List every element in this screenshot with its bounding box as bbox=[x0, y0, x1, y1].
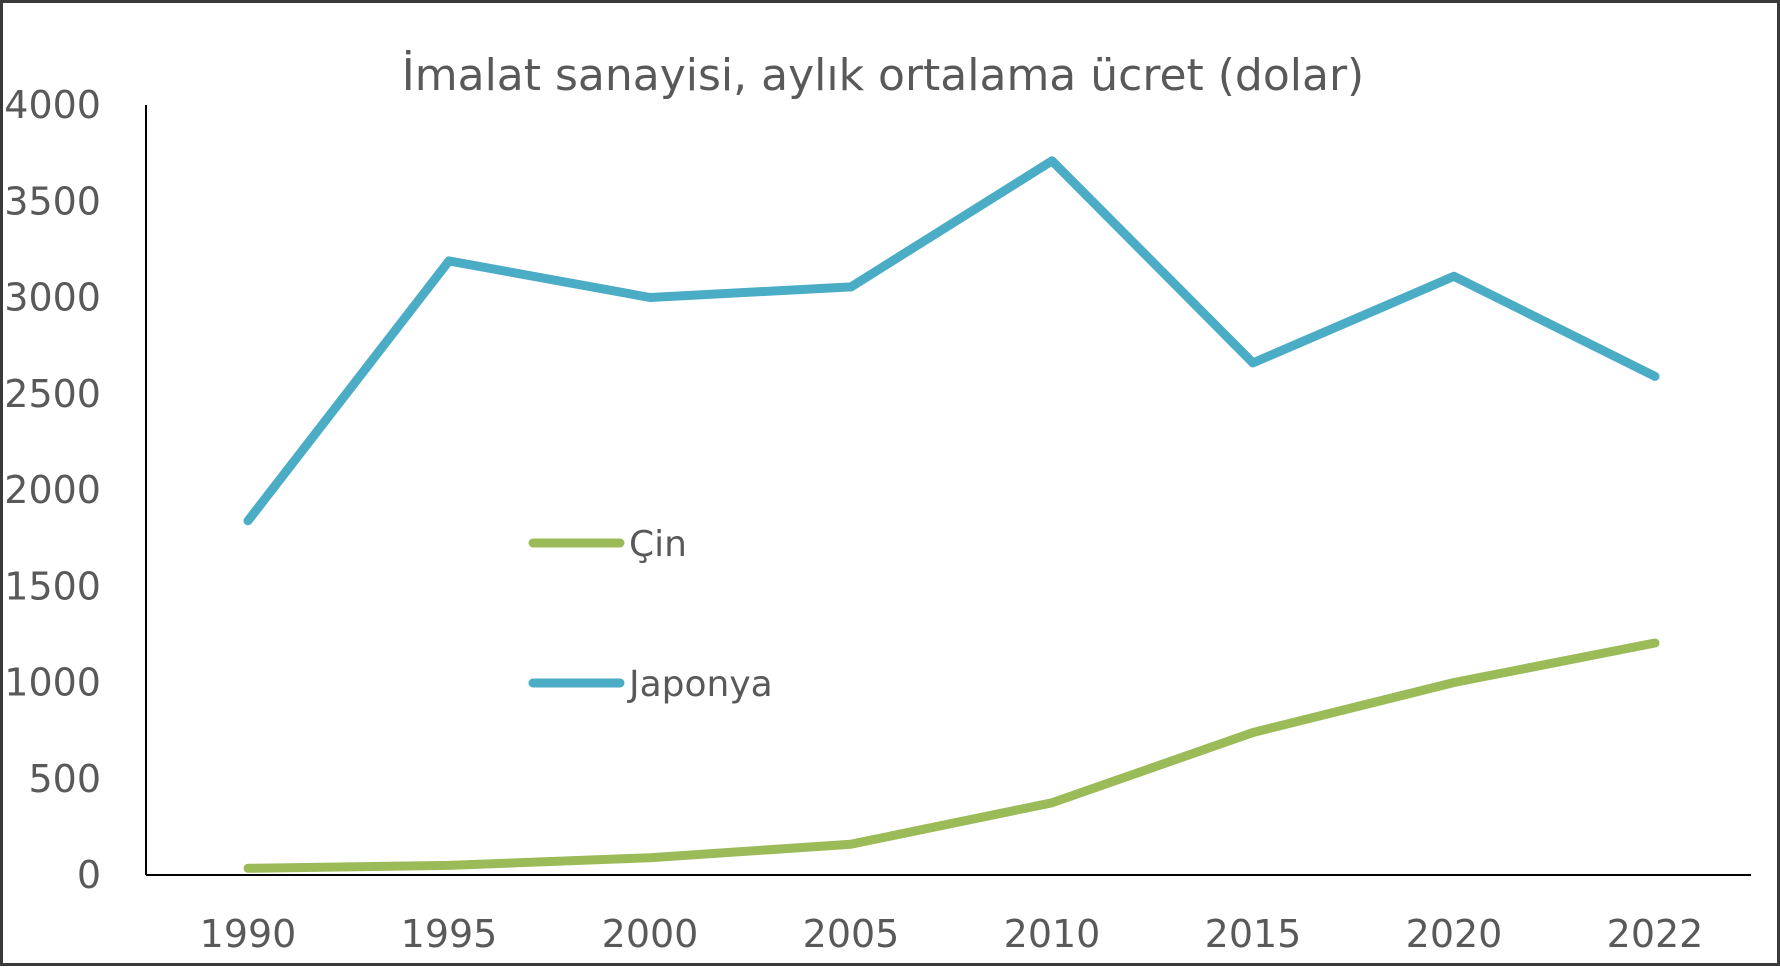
legend-label: Çin bbox=[629, 524, 687, 565]
x-tick-label: 2020 bbox=[1406, 912, 1503, 956]
x-tick-label: 2010 bbox=[1004, 912, 1101, 956]
data-point bbox=[247, 867, 249, 869]
data-point bbox=[1051, 802, 1053, 804]
y-tick-label: 2500 bbox=[4, 372, 101, 416]
data-point bbox=[448, 260, 450, 262]
x-tick-label: 2015 bbox=[1205, 912, 1302, 956]
data-point bbox=[649, 297, 651, 299]
series-line-japonya bbox=[243, 156, 1660, 526]
data-point bbox=[1453, 682, 1455, 684]
line-chart: İmalat sanayisi, aylık ortalama ücret (d… bbox=[4, 49, 1751, 956]
data-point bbox=[1654, 375, 1656, 377]
chart-title: İmalat sanayisi, aylık ortalama ücret (d… bbox=[402, 49, 1364, 101]
data-point bbox=[448, 864, 450, 866]
y-tick-label: 1500 bbox=[4, 564, 101, 608]
y-tick-label: 3500 bbox=[4, 179, 101, 223]
x-tick-label: 1995 bbox=[401, 912, 498, 956]
data-point bbox=[649, 857, 651, 859]
series-lines bbox=[243, 156, 1660, 873]
axes bbox=[145, 105, 1751, 876]
y-tick-label: 3000 bbox=[4, 276, 101, 320]
y-tick-label: 4000 bbox=[4, 83, 101, 127]
y-tick-label: 2000 bbox=[4, 468, 101, 512]
data-point bbox=[1654, 642, 1656, 644]
x-axis-ticks: 1990 1995 2000 2005 2010 2015 2020 2022 bbox=[200, 912, 1704, 956]
x-tick-label: 2022 bbox=[1607, 912, 1704, 956]
legend: Çin Japonya bbox=[528, 524, 773, 705]
series-line-in bbox=[243, 638, 1660, 873]
data-point bbox=[1453, 275, 1455, 277]
x-tick-label: 2000 bbox=[602, 912, 699, 956]
x-tick-label: 1990 bbox=[200, 912, 297, 956]
legend-label: Japonya bbox=[627, 664, 773, 705]
y-tick-label: 0 bbox=[77, 853, 101, 897]
data-point bbox=[850, 843, 852, 845]
x-tick-label: 2005 bbox=[803, 912, 900, 956]
y-tick-label: 1000 bbox=[4, 661, 101, 705]
data-point bbox=[1252, 732, 1254, 734]
data-point bbox=[1252, 362, 1254, 364]
data-point bbox=[247, 520, 249, 522]
data-point bbox=[850, 286, 852, 288]
y-axis-ticks: 0 500 1000 1500 2000 2500 3000 3500 4000 bbox=[4, 83, 101, 897]
y-tick-label: 500 bbox=[28, 757, 101, 801]
data-point bbox=[1051, 160, 1053, 162]
